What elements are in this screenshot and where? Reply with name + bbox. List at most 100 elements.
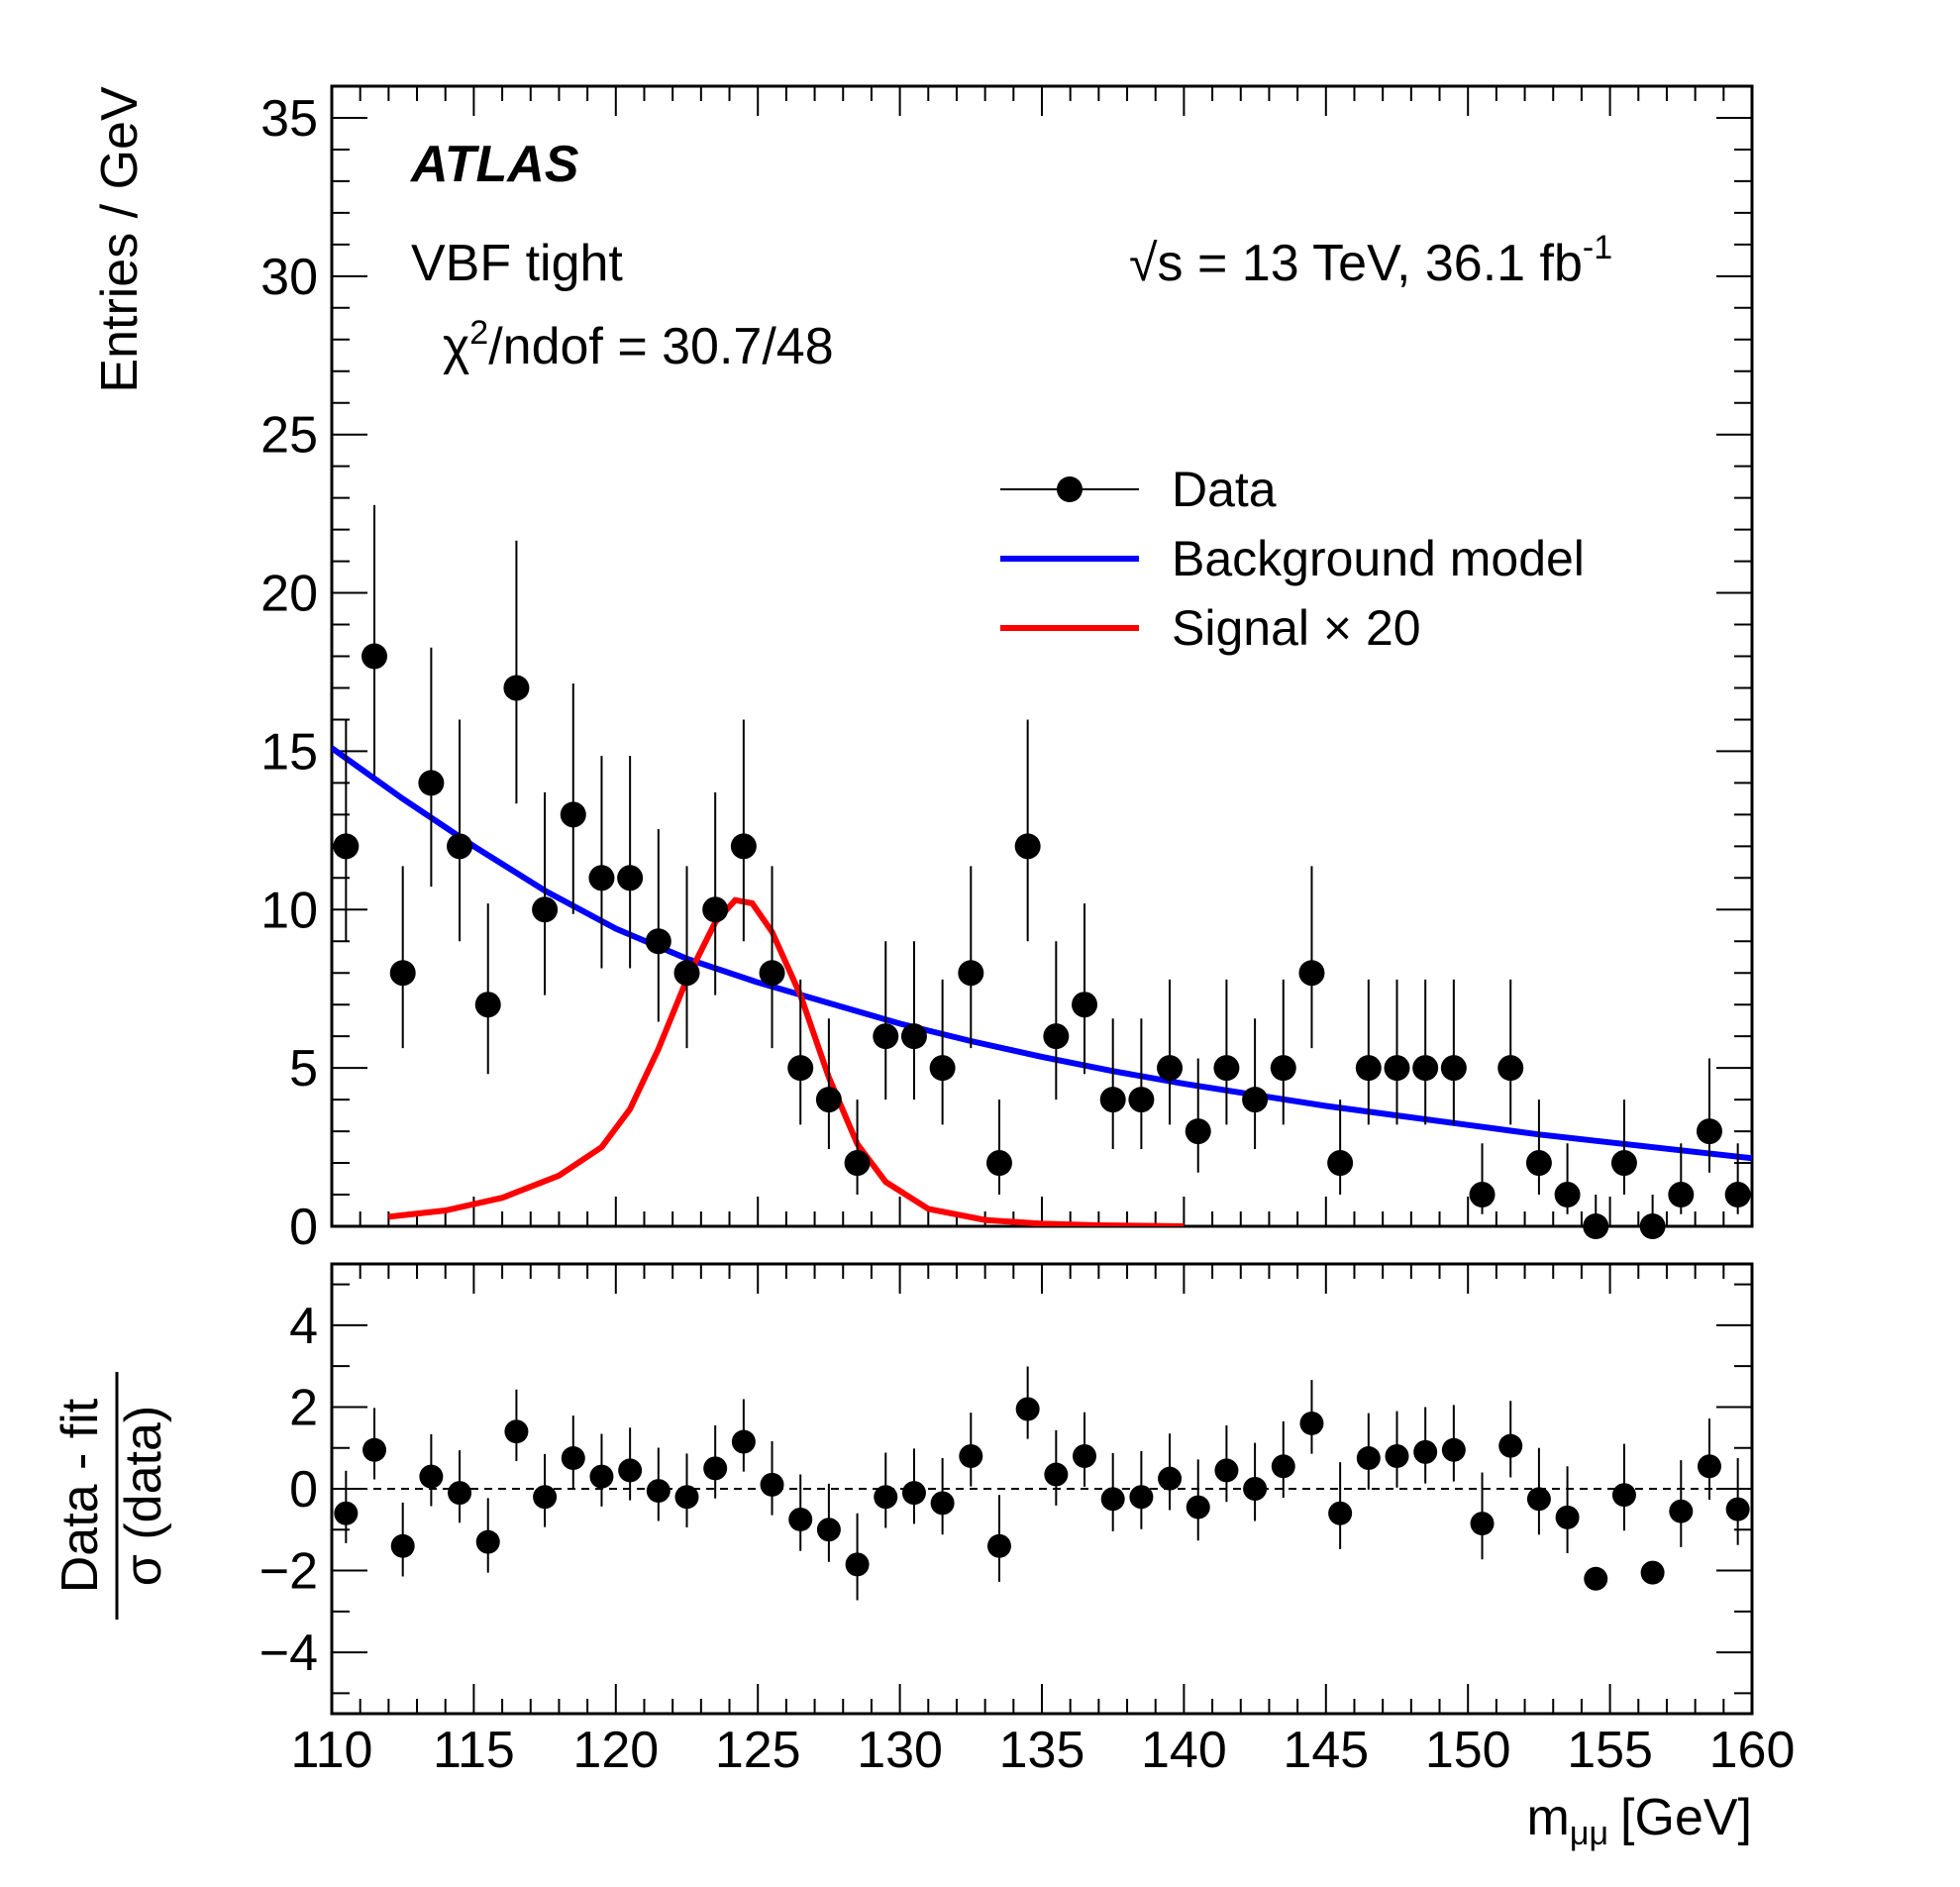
x-tick-label: 115 bbox=[433, 1722, 515, 1779]
pull-point bbox=[986, 1533, 1011, 1558]
pull-point bbox=[1640, 1560, 1665, 1585]
data-point bbox=[1185, 1118, 1211, 1145]
chi2-label: χ2/ndof = 30.7/48 bbox=[443, 314, 834, 375]
chi2-superscript: 2 bbox=[469, 314, 488, 352]
legend-background-label: Background model bbox=[1172, 531, 1585, 586]
data-point bbox=[815, 1087, 842, 1113]
main-y-tick-label: 35 bbox=[260, 90, 318, 148]
pull-point bbox=[845, 1552, 870, 1577]
pull-point bbox=[475, 1529, 500, 1554]
data-point bbox=[1157, 1055, 1184, 1082]
data-point bbox=[1696, 1118, 1722, 1145]
data-point bbox=[333, 833, 360, 860]
energy-text: s = 13 TeV, 36.1 fb bbox=[1158, 235, 1583, 292]
data-point bbox=[1469, 1182, 1496, 1208]
pull-point bbox=[1498, 1433, 1523, 1458]
main-y-tick-label: 5 bbox=[289, 1040, 318, 1098]
main-y-tick-label: 30 bbox=[260, 249, 318, 306]
pull-point bbox=[1413, 1439, 1438, 1464]
signal-curve bbox=[388, 896, 1185, 1226]
ratio-y-axis-title: Data - fit σ (data) bbox=[52, 1372, 172, 1620]
pull-point bbox=[1214, 1458, 1239, 1483]
data-point bbox=[447, 833, 473, 860]
sqrt-symbol: √ bbox=[1129, 235, 1158, 292]
pull-point bbox=[1015, 1397, 1040, 1421]
pull-point bbox=[1186, 1495, 1210, 1520]
pull-point bbox=[674, 1485, 699, 1510]
pull-point bbox=[1299, 1411, 1324, 1435]
pull-point bbox=[1243, 1477, 1268, 1501]
pull-point bbox=[448, 1481, 472, 1506]
data-point bbox=[1014, 833, 1041, 860]
data-point bbox=[1412, 1055, 1439, 1082]
data-point bbox=[503, 675, 530, 701]
data-point bbox=[1724, 1182, 1751, 1208]
data-point bbox=[844, 1150, 871, 1177]
x-tick-label: 150 bbox=[1425, 1722, 1511, 1779]
pull-point bbox=[1669, 1499, 1694, 1523]
ratio-y-tick-label: 2 bbox=[289, 1379, 318, 1436]
pull-point bbox=[1555, 1505, 1580, 1529]
pull-point bbox=[1385, 1443, 1409, 1468]
pull-point bbox=[1526, 1487, 1551, 1512]
ratio-y-denominator: σ (data) bbox=[115, 1406, 172, 1586]
main-y-tick-labels: 0 5 10 15 20 25 30 35 bbox=[260, 90, 318, 1256]
ratio-ticks bbox=[331, 1264, 1753, 1714]
x-tick-label: 130 bbox=[857, 1722, 943, 1779]
data-point bbox=[1497, 1055, 1524, 1082]
pull-point bbox=[334, 1501, 359, 1525]
lumi-superscript: -1 bbox=[1583, 229, 1612, 266]
data-point bbox=[617, 865, 644, 891]
data-point bbox=[1554, 1182, 1581, 1208]
pull-point bbox=[561, 1446, 585, 1471]
ratio-y-tick-label: −2 bbox=[259, 1543, 318, 1601]
data-point bbox=[1327, 1150, 1354, 1177]
data-point bbox=[1583, 1213, 1609, 1239]
pull-point bbox=[646, 1479, 671, 1504]
x-axis-title: mμμ [GeV] bbox=[1527, 1789, 1752, 1852]
data-point bbox=[673, 960, 700, 987]
atlas-label: ATLAS bbox=[409, 136, 579, 193]
data-point bbox=[418, 770, 445, 796]
pull-point bbox=[1158, 1466, 1183, 1491]
data-point bbox=[1072, 992, 1098, 1018]
pull-point bbox=[1044, 1462, 1069, 1487]
legend-data-marker bbox=[1057, 476, 1083, 502]
data-point bbox=[1384, 1055, 1410, 1082]
pull-point bbox=[1697, 1454, 1721, 1479]
data-point bbox=[1610, 1150, 1637, 1177]
pull-point bbox=[1441, 1437, 1466, 1462]
pull-point bbox=[1328, 1501, 1353, 1525]
data-point bbox=[1525, 1150, 1552, 1177]
pull-point bbox=[1129, 1485, 1154, 1510]
pull-point bbox=[1100, 1487, 1125, 1512]
pull-point bbox=[390, 1533, 415, 1558]
main-y-tick-label: 0 bbox=[289, 1199, 318, 1256]
x-tick-label: 160 bbox=[1709, 1722, 1796, 1779]
data-point bbox=[588, 865, 615, 891]
ratio-y-tick-labels: 4 2 0 −2 −4 bbox=[259, 1298, 318, 1682]
data-point bbox=[787, 1055, 814, 1082]
pull-point bbox=[362, 1437, 387, 1462]
category-label: VBF tight bbox=[411, 235, 623, 292]
x-axis-title-sub: μμ bbox=[1570, 1815, 1608, 1852]
pull-points bbox=[334, 1366, 1750, 1601]
pull-point bbox=[1611, 1483, 1636, 1508]
ratio-y-tick-label: −4 bbox=[259, 1625, 318, 1682]
data-point bbox=[958, 960, 984, 987]
data-point bbox=[900, 1023, 927, 1050]
data-point bbox=[1639, 1213, 1666, 1239]
pull-point bbox=[760, 1472, 784, 1497]
data-point bbox=[474, 992, 501, 1018]
x-tick-label: 120 bbox=[572, 1722, 659, 1779]
data-point bbox=[929, 1055, 956, 1082]
data-point bbox=[1213, 1055, 1240, 1082]
x-tick-labels: 110 115 120 125 130 135 140 145 150 155 160 bbox=[291, 1722, 1796, 1779]
pull-point bbox=[589, 1464, 614, 1489]
x-tick-label: 110 bbox=[291, 1722, 373, 1779]
legend-signal-label: Signal × 20 bbox=[1172, 600, 1421, 656]
pull-point bbox=[874, 1485, 898, 1510]
pull-point bbox=[1725, 1497, 1750, 1521]
main-y-tick-label: 15 bbox=[260, 723, 318, 781]
